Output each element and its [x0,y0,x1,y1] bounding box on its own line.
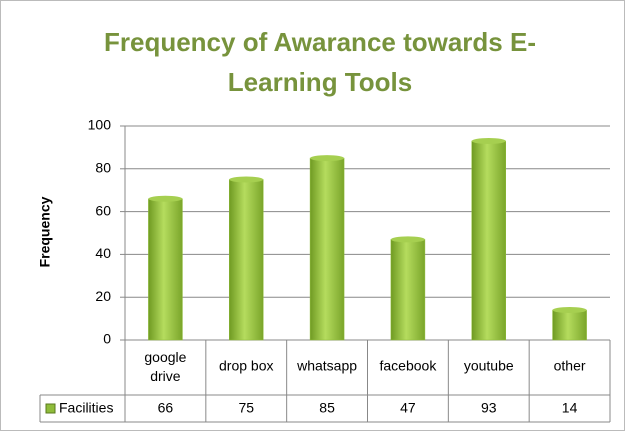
bar [552,309,587,341]
table-value: 93 [481,400,497,416]
x-tick-label: drop box [219,358,273,374]
chart-title: Frequency of Awarance towards E-Learning… [103,27,536,97]
x-tick-label: facebook [380,358,438,374]
bar-top [390,236,425,243]
table-value: 14 [562,400,578,416]
table-value: 66 [158,400,174,416]
bar-top [310,155,345,162]
bar-top [229,176,264,183]
x-tick-label: whatsapp [296,358,357,374]
x-tick-label: other [554,358,586,374]
y-tick-label: 100 [88,117,112,133]
bar [309,157,345,341]
y-axis-label: Frequency [37,196,53,267]
legend-label: Facilities [59,400,113,416]
table-value: 75 [238,400,254,416]
bar [471,140,506,341]
y-tick-label: 60 [95,202,111,218]
bar-top [148,195,183,202]
y-tick-label: 0 [103,331,111,347]
y-tick-label: 20 [95,288,111,304]
x-tick-label: google drive [144,349,186,384]
table-value: 85 [319,400,335,416]
table-value: 47 [400,400,416,416]
legend-swatch [45,403,56,414]
bar-top [471,137,506,144]
y-tick-label: 80 [95,160,111,176]
bar [148,198,183,341]
x-tick-label: youtube [464,358,514,374]
bar-top [552,307,587,314]
y-tick-label: 40 [95,245,111,261]
bar [229,179,264,341]
bar [390,239,426,341]
